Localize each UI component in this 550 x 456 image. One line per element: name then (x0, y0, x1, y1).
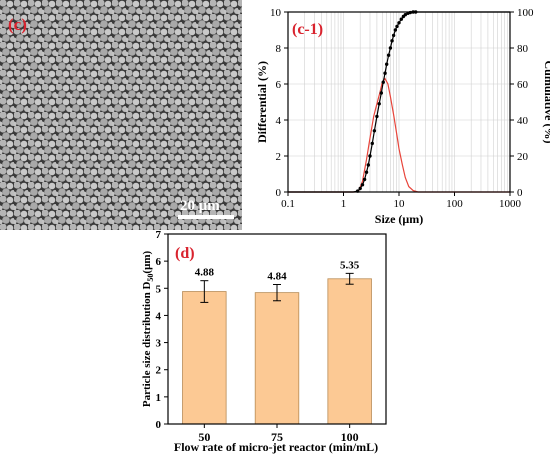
d-error-bars (200, 272, 354, 303)
c1-x-tick-label: 1000 (499, 198, 522, 210)
c1-cumulative-point (377, 102, 381, 106)
d-bars (182, 278, 372, 425)
c1-x-tick-label: 0.1 (281, 198, 295, 210)
c1-cumulative-point (399, 17, 403, 21)
d-y-tick-label: 4 (156, 310, 162, 322)
c1-cumulative-point (368, 154, 372, 158)
sem-image (0, 0, 242, 230)
c1-cumulative-point (390, 39, 394, 43)
d-panel-label: (d) (175, 245, 195, 262)
c1-cumulative-point (384, 62, 389, 66)
c1-cumulative-point (391, 33, 396, 38)
c1-cumulative-point (403, 13, 408, 17)
d-frame (167, 233, 387, 425)
d-x-ticks: 50 75 100 (198, 424, 359, 444)
c1-panel-label: (c-1) (292, 21, 323, 38)
d-value-labels: 4.88 4.84 5.35 (195, 259, 360, 282)
c1-y-ticks-left: 0 2 4 6 8 10 (270, 7, 288, 199)
d-value-label: 5.35 (340, 259, 360, 271)
d-y-tick-label: 1 (156, 392, 162, 404)
c1-cumulative-point (372, 129, 377, 133)
d-xlabel: Flow rate of micro-jet reactor (min/mL) (174, 440, 378, 454)
d-y-tick-label: 2 (156, 365, 162, 377)
c1-cumulative-point (393, 28, 398, 32)
d-bar (182, 291, 227, 425)
c1-x-tick-label: 1 (341, 198, 347, 210)
c1-ylabel-right: Cumulative (%) (542, 61, 550, 144)
scale-bar (178, 215, 234, 219)
scale-bar-label: 20 μm (180, 198, 220, 214)
d-y-tick-label: 7 (156, 229, 162, 241)
c1-cumulative-point (358, 186, 362, 191)
c1-y-tick-label-right: 80 (517, 43, 529, 55)
c1-y-tick-label-right: 100 (517, 7, 534, 19)
d-y-ticks: 0 1 2 3 4 5 6 7 (156, 229, 168, 431)
c1-cumulative-point (383, 71, 387, 75)
d-value-label: 4.88 (195, 267, 215, 279)
c1-y-tick-label-left: 8 (276, 43, 282, 55)
c1-cumulative-point (360, 183, 365, 187)
d-ylabel: Particle size distribution D50(μm) (141, 251, 155, 408)
c1-cumulative-point (375, 114, 379, 119)
c1-y-tick-label-left: 10 (270, 7, 282, 19)
d-x-tick-label: 50 (198, 430, 210, 444)
c1-cumulative-point (388, 46, 393, 50)
c1-y-tick-label-right: 0 (517, 187, 523, 199)
c1-xlabel: Size (μm) (375, 212, 423, 226)
panel-c-label: (c) (8, 15, 27, 34)
c1-x-tick-label: 100 (446, 198, 463, 210)
d-y-tick-label: 5 (156, 283, 162, 295)
c1-x-tick-label: 10 (394, 198, 406, 210)
d-y-tick-label: 0 (156, 419, 162, 431)
c1-y-tick-label-left: 6 (276, 79, 282, 91)
d-value-label: 4.84 (267, 270, 287, 282)
c1-x-ticks: 0.1 1 10 100 1000 (281, 192, 522, 210)
c1-cumulative-point (364, 170, 369, 174)
c1-cumulative-point (362, 177, 367, 182)
c1-cumulative-point (395, 24, 399, 29)
c1-y-tick-label-right: 20 (517, 151, 529, 163)
c1-grid (287, 11, 510, 193)
c1-cumulative-point (386, 53, 391, 57)
c1-cumulative-point (370, 141, 374, 146)
c1-y-tick-label-left: 4 (276, 115, 282, 127)
c1-y-tick-label-right: 60 (517, 79, 529, 91)
d-y-tick-label: 6 (156, 256, 162, 268)
d-x-tick-label: 75 (271, 430, 283, 444)
d-y-tick-label: 3 (156, 338, 162, 350)
c1-cumulative-point (397, 21, 401, 25)
c1-cumulative-point (366, 163, 371, 167)
c1-frame (287, 11, 511, 193)
c1-y-tick-label-left: 0 (276, 187, 282, 199)
c1-y-tick-label-left: 2 (276, 151, 282, 163)
d-bar (327, 278, 372, 425)
chart-d: 0 1 2 3 4 5 6 7 4.88 4.84 5.35 50 75 100 (d) Flow r… (141, 229, 387, 454)
d-x-tick-label: 100 (341, 430, 359, 444)
c1-cumulative-point (379, 91, 384, 95)
c1-y-ticks-right: 0 20 40 60 80 100 (510, 7, 534, 199)
c1-y-tick-label-right: 40 (517, 115, 529, 127)
c1-differential-line (288, 77, 510, 193)
c1-ylabel-left: Differential (%) (255, 61, 269, 143)
d-bar (254, 292, 300, 425)
c1-cumulative-point (381, 80, 385, 84)
panel-c-micrograph: (c) 20 μm (0, 0, 242, 230)
chart-c1: 0.1 1 10 100 1000 0 2 4 6 8 10 0 20 40 60 80 100 (c-1)… (255, 7, 550, 226)
